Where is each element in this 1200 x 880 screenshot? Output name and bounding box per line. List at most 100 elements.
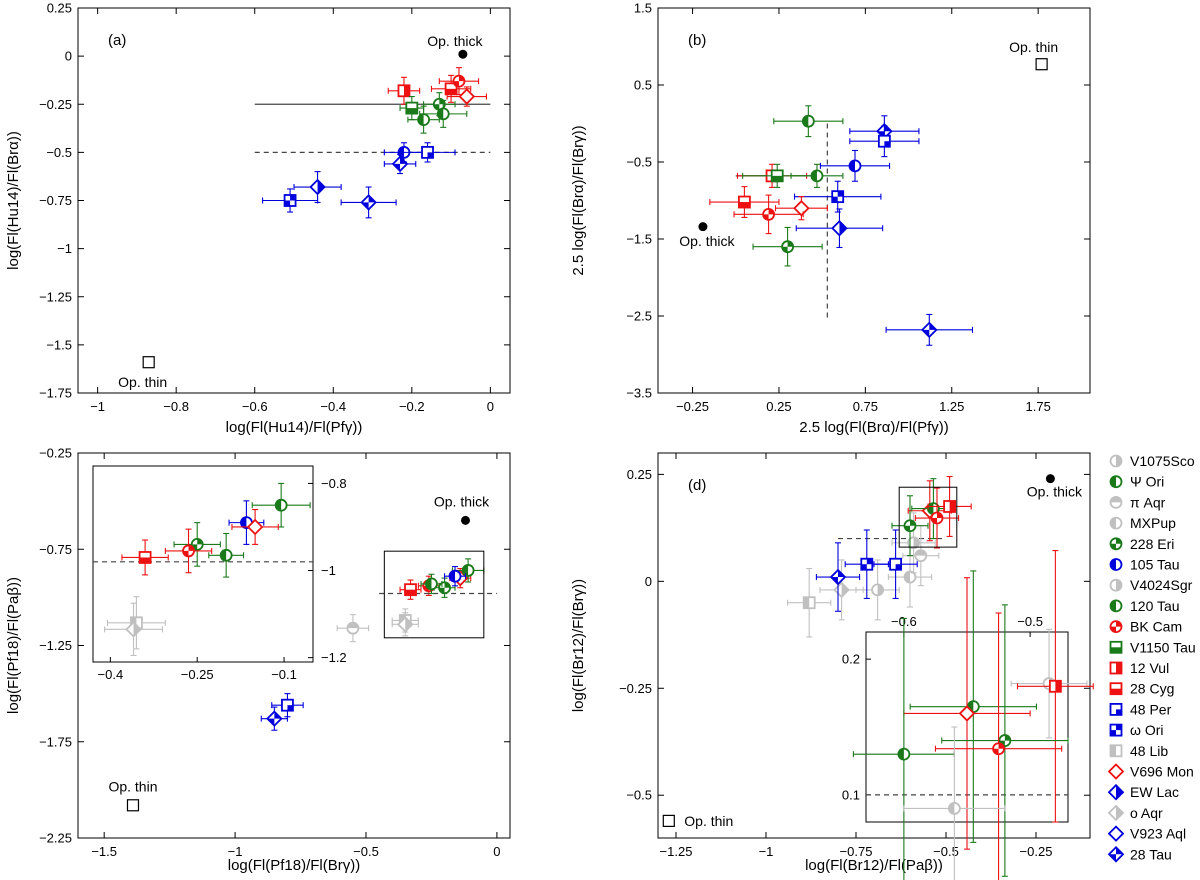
panel-b-xtick-label: 0.25: [766, 399, 791, 414]
panel-c-ylabel: log(Fl(Pf18)/Fl(Paβ)): [5, 577, 22, 714]
panel-a-ytick-label: 0: [65, 49, 72, 64]
panel-c: −1.5 −1 −0.5 0 −0.25 −0.75 −1.25 −1.75 −2.25 log(…: [5, 446, 511, 874]
panel-a: −1 −0.8 −0.6 −0.4 −0.2 0 0.25 0 −0.25 −0.5 −0.75 −1…: [5, 1, 511, 436]
panel-a-xtick-label: −0.8: [163, 399, 189, 414]
panel-b-ytick-label: 1.5: [634, 1, 652, 16]
panel-b-ytick-label: −2.5: [626, 309, 652, 324]
panel-c-ytick-label: −0.25: [39, 446, 72, 461]
panel-d-point-v1075sco: [907, 536, 920, 550]
panel-b-point-28-tau: [921, 321, 938, 339]
panel-d-point-12-vul: [943, 500, 956, 513]
panel-a-ytick-label: −0.75: [39, 193, 72, 208]
panel-c-ytick-label: −0.75: [39, 542, 72, 557]
panel-b-point-bk-cam: [762, 207, 775, 221]
panel-d-point-op-thick: [1045, 474, 1055, 484]
legend-label: 48 Per: [1130, 701, 1172, 717]
panel-a-ytick-label: −0.5: [46, 145, 72, 160]
panel-a-ytick-label: −1.5: [46, 337, 72, 352]
panel-c-annotation-op-thin: Op. thin: [108, 778, 157, 794]
panel-c-point-28-cyg: [404, 583, 417, 597]
panel-b-xtick-label: −0.25: [676, 399, 709, 414]
panel-c-point-105-tau: [448, 569, 462, 583]
panel-c-xtick-label: −0.5: [353, 844, 379, 859]
legend-marker-v696-mon: [1107, 763, 1125, 780]
panel-c-inset-xtick-label: −0.4: [98, 667, 124, 682]
panel-d-inset-point-228-eri: [998, 734, 1012, 747]
panel-d-point-48-lib: [802, 596, 816, 610]
panel-c-inset-point-v696-mon: [246, 518, 264, 536]
panel-b-letter: (b): [688, 32, 706, 49]
legend-item-120-tau: 120 Tau: [1109, 598, 1180, 614]
legend-marker-mxpup: [1109, 516, 1123, 530]
panel-b-annotation-op-thin: Op. thin: [1009, 39, 1058, 55]
panel-b-xtick-label: 1.75: [1026, 399, 1051, 414]
legend-item-ew-lac: EW Lac: [1107, 783, 1179, 801]
panel-c-point-aqr: [346, 621, 360, 635]
panel-a-ylabel: log(Fl(Hu14)/Fl(Brα)): [5, 131, 22, 270]
panel-d-inset-point-mxpup: [947, 802, 961, 815]
panel-d-point-mxpup: [903, 570, 917, 584]
panel-c-inset-point-bk-cam: [182, 544, 195, 558]
panel-a-point-28-tau: [391, 155, 409, 173]
panel-a-annotation-op-thin: Op. thin: [118, 374, 167, 390]
panel-d-point-op-thin: [662, 814, 675, 827]
legend-item-28-tau: 28 Tau: [1107, 846, 1172, 863]
panel-c-inset: −0.4 −0.25 −0.1 −0.8 −1 −1.2: [92, 465, 347, 682]
panel-c-inset-xtick-label: −0.1: [271, 667, 297, 682]
panels-layer: −1 −0.8 −0.6 −0.4 −0.2 00.250−0.25−0.5−0.75−1…: [5, 1, 1094, 880]
panel-b-xtick-label: 1.25: [939, 399, 964, 414]
panel-d-inset-point-bk-cam: [992, 742, 1005, 756]
panel-d-ytick-label: −0.25: [619, 681, 652, 696]
legend-item-ori: ω Ori: [1109, 722, 1163, 738]
panel-d-point-aqr: [914, 549, 928, 563]
panel-a-point-ew-lac: [309, 178, 326, 196]
legend-item-v696-mon: V696 Mon: [1107, 763, 1194, 780]
panel-d-point-ori: [860, 557, 874, 571]
legend-label: 48 Lib: [1130, 743, 1168, 759]
panel-d-xtick-label: −1.25: [660, 844, 693, 859]
legend-item-v4024sgr: V4024Sgr: [1109, 577, 1193, 593]
legend-item-ori: Ψ Ori: [1109, 474, 1164, 490]
panel-b-point-op-thin: [1035, 58, 1048, 71]
panel-d-point-o-aqr: [833, 581, 850, 599]
panel-c-inset-point-ori: [274, 498, 288, 512]
legend-marker-28-tau: [1107, 846, 1125, 863]
panel-a-letter: (a): [108, 32, 126, 49]
legend-marker-v923-aql: [1107, 825, 1125, 842]
panel-c-inset-point-28-cyg: [138, 551, 152, 564]
legend-item-aqr: π Aqr: [1109, 494, 1166, 510]
panel-b: −0.25 0.25 0.75 1.25 1.75 1.5 0.5 −0.5 −1.5 −2.5 −…: [570, 1, 1091, 436]
panel-a-point-v1150-tau: [405, 101, 419, 115]
panel-c-point-48-per: [281, 698, 294, 712]
panel-d-annotation-op-thick: Op. thick: [1027, 484, 1083, 500]
legend-label: 105 Tau: [1130, 557, 1180, 573]
panel-a-xtick-label: 0: [487, 399, 494, 414]
panel-a-point-48-per: [421, 145, 434, 159]
panel-a-ytick-label: −1: [57, 241, 72, 256]
panel-d-ytick-label: 0: [645, 574, 652, 589]
panel-b-ytick-label: −0.5: [626, 155, 652, 170]
panel-d-inset-ytick-label: 0.2: [842, 652, 860, 667]
panel-a-point-v696-mon: [458, 88, 476, 105]
panel-d-annotation-op-thin: Op. thin: [684, 813, 733, 829]
panel-b-point-ori: [831, 190, 845, 204]
panel-c-xlabel: log(Fl(Pf18)/Fl(Brγ)): [228, 857, 361, 874]
legend-marker-105-tau: [1109, 558, 1123, 571]
panel-a-xtick-label: −0.6: [242, 399, 268, 414]
panel-c-point-120-tau: [425, 577, 438, 591]
panel-c-point-ori: [461, 564, 475, 577]
panel-b-point-120-tau: [810, 169, 824, 183]
legend-marker-v1150-tau: [1109, 640, 1123, 654]
panel-d-inset-xtick-label: −0.5: [1017, 614, 1043, 629]
panel-c-point-o-aqr: [396, 616, 414, 633]
panel-d-zoom-box: [898, 486, 958, 548]
panel-d-point-bk-cam: [930, 511, 944, 525]
legend-label: ω Ori: [1130, 722, 1163, 738]
panel-b-point-105-tau: [848, 159, 862, 173]
legend-label: 12 Vul: [1130, 660, 1169, 676]
panel-d-xtick-label: −1: [759, 844, 774, 859]
panel-a-point-ori: [283, 194, 297, 207]
legend-item-28-cyg: 28 Cyg: [1109, 681, 1174, 697]
panel-c-ytick-label: −2.25: [39, 831, 72, 846]
legend-label: Ψ Ori: [1130, 474, 1164, 490]
